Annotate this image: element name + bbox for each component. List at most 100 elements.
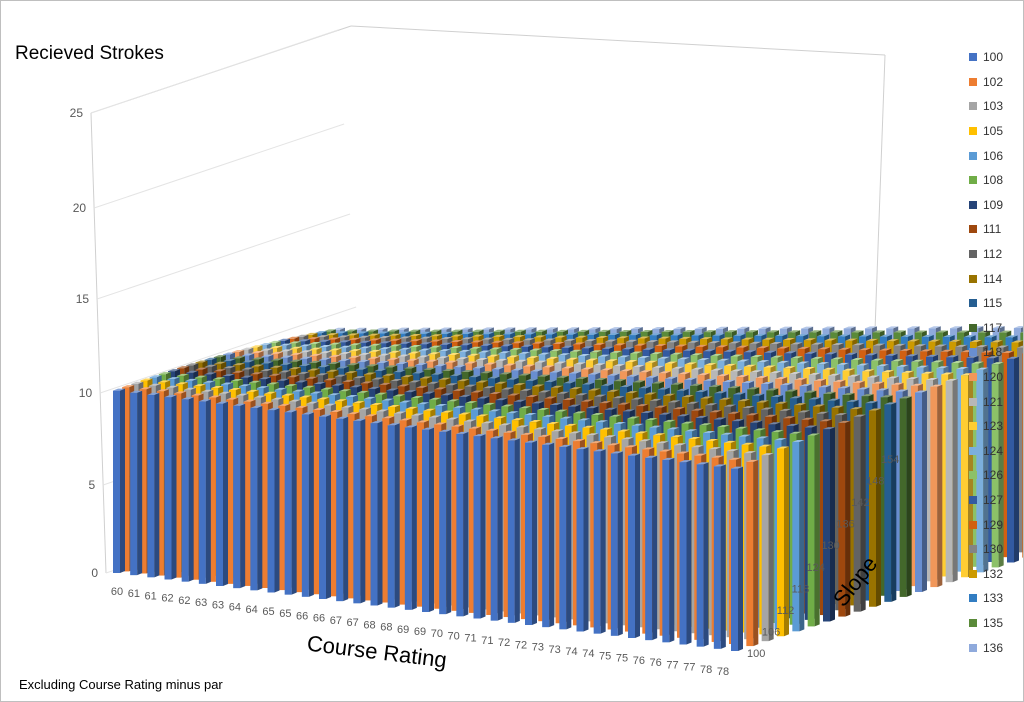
z-tick-142: 142 [851,497,869,509]
bar-s106-x36 [792,439,805,632]
y-grid-10 [99,306,357,394]
bar-s100-x32 [662,457,675,643]
legend-item: 132 [969,561,1023,586]
chart-title: Recieved Strokes [15,43,164,64]
z-tick-100: 100 [747,648,765,660]
legend-swatch [969,200,977,209]
x-tick-33: 77 [666,659,678,671]
x-tick-10: 65 [279,608,291,620]
x-tick-13: 67 [330,615,342,627]
legend-item: 100 [969,45,1023,70]
legend-swatch [969,77,977,86]
legend-swatch [969,397,977,406]
bar-s100-x19 [439,429,452,615]
y-grid-20 [93,123,345,209]
bar-s100-x27 [576,447,589,632]
legend-item: 109 [969,193,1023,218]
legend-label: 117 [983,320,1003,335]
bar-s100-x35 [713,464,726,649]
legend-item: 105 [969,119,1023,144]
legend-swatch [969,299,977,308]
legend-item: 123 [969,414,1023,439]
legend-swatch [969,446,977,455]
legend-label: 118 [983,345,1003,360]
legend-item: 135 [969,611,1023,636]
bar-s100-x5 [198,399,211,584]
legend-swatch [969,594,977,603]
bar-s100-x15 [370,421,383,606]
legend: 100 102 103 105 106 108 109 111 112 114 115 117 118 1… [969,45,1023,660]
x-tick-25: 73 [532,642,544,654]
x-tick-28: 74 [582,648,594,660]
legend-swatch [969,545,977,554]
legend-swatch [969,323,977,332]
x-tick-8: 64 [246,604,258,616]
legend-label: 136 [983,640,1004,655]
bar-s100-x21 [473,434,486,619]
legend-item: 129 [969,512,1023,537]
z-tick-106: 106 [762,626,780,638]
legend-item: 103 [969,94,1023,119]
x-tick-23: 72 [498,637,510,649]
legend-swatch [969,176,977,185]
bar-s120-x36 [930,384,943,588]
z-tick-154: 154 [881,454,899,466]
bar-s112-x36 [853,414,866,612]
legend-label: 121 [983,394,1004,409]
legend-item: 118 [969,340,1023,365]
bar-s102-x36 [746,459,759,647]
z-tick-124: 124 [807,562,825,574]
x-tick-19: 70 [431,628,443,640]
legend-swatch [969,348,977,357]
x-tick-34: 77 [683,662,695,674]
x-tick-26: 73 [549,644,561,656]
legend-label: 135 [983,615,1004,630]
x-tick-1: 61 [128,588,140,600]
x-tick-15: 68 [363,619,375,631]
legend-item: 127 [969,488,1023,513]
bar-s126-x36 [991,362,1004,568]
bar-s100-x20 [456,431,469,617]
legend-label: 123 [983,419,1004,434]
legend-swatch [969,422,977,431]
legend-label: 132 [983,566,1004,581]
bar-s100-x26 [559,444,572,630]
bar-s100-x7 [233,403,246,589]
wall-edge-left [90,112,107,574]
legend-label: 106 [983,148,1004,163]
legend-swatch [969,274,977,283]
bar-s100-x3 [164,395,177,580]
y-tick-0: 0 [91,566,98,580]
legend-label: 102 [983,74,1004,89]
bar-s100-x29 [610,451,623,636]
legend-swatch [969,520,977,529]
y-tick-20: 20 [73,201,87,215]
bar-s100-x2 [147,392,160,578]
x-tick-27: 74 [565,646,577,658]
bar-s118-x36 [915,390,927,592]
legend-label: 103 [983,99,1004,114]
bar-s130-x35 [1017,345,1023,553]
bar-s100-x14 [353,418,366,604]
legend-item: 120 [969,365,1023,390]
legend-label: 130 [983,542,1004,557]
x-tick-11: 66 [296,610,308,622]
bar-s111-x36 [838,420,851,617]
bar-s105-x36 [777,446,789,637]
bar-s114-x36 [869,408,881,607]
x-tick-20: 70 [448,630,460,642]
bar-s100-x9 [267,408,280,593]
bar-s100-x0 [113,388,125,573]
bar-s121-x36 [945,378,958,583]
bar-s109-x36 [823,427,835,622]
bar-s100-x4 [181,397,194,582]
legend-label: 105 [983,124,1004,139]
legend-item: 111 [969,217,1023,242]
bar-s100-x6 [216,401,228,586]
legend-swatch [969,495,977,504]
bar-s100-x18 [422,427,434,612]
y-tick-10: 10 [79,386,93,400]
legend-swatch [969,151,977,160]
